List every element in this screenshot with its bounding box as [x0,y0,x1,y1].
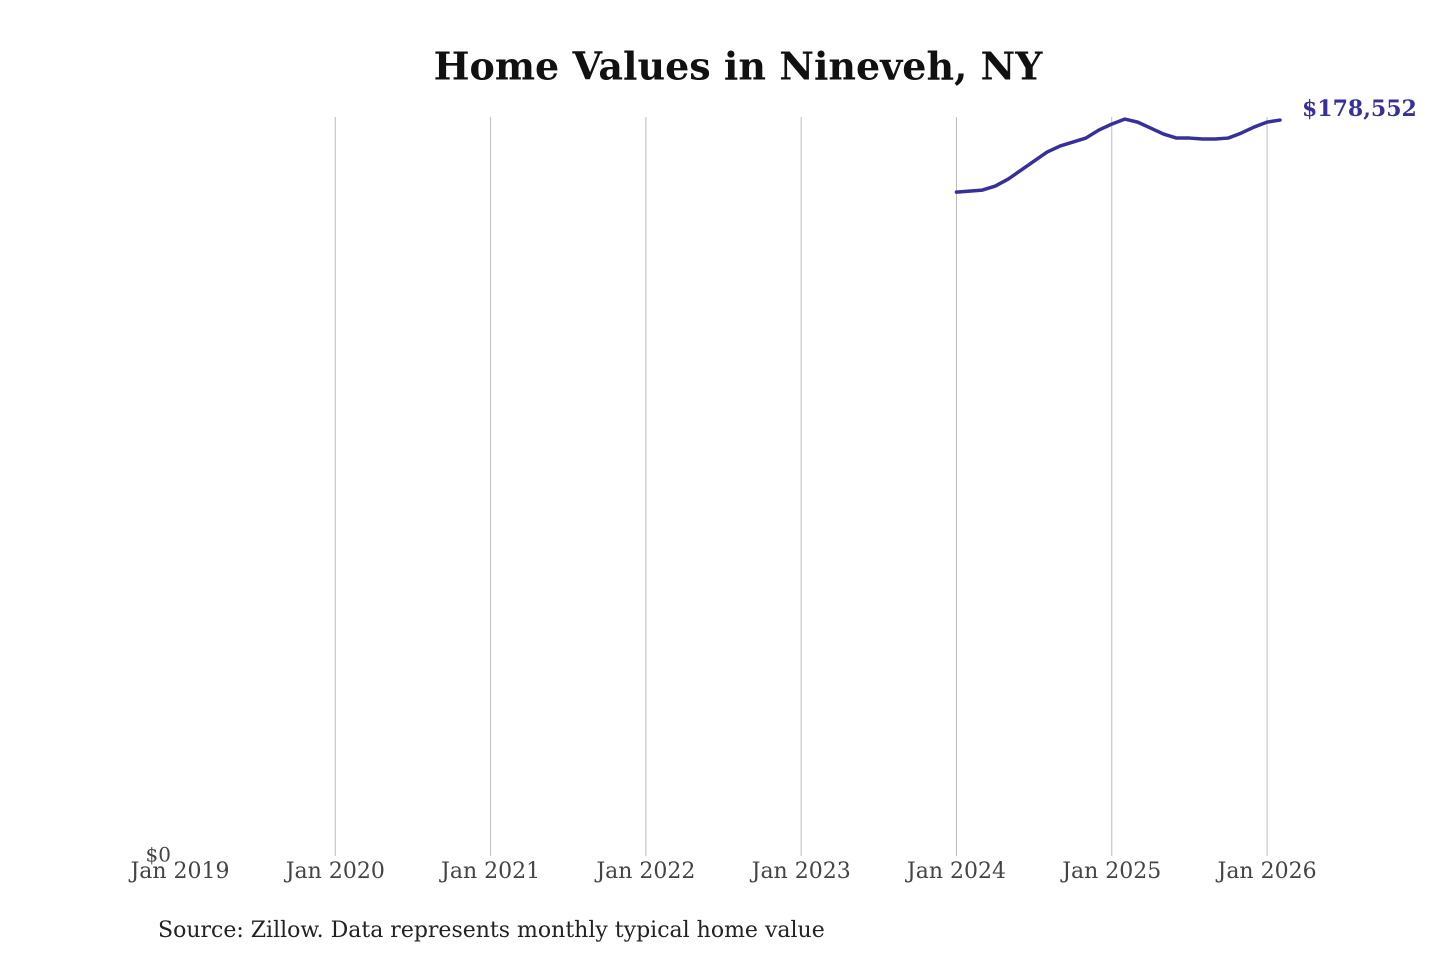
x-tick-label: Jan 2019 [128,859,229,884]
x-tick-label: Jan 2021 [439,859,540,884]
value-label: $178,552 [1302,96,1417,122]
chart-title: Home Values in Nineveh, NY [434,44,1044,89]
x-tick-label: Jan 2024 [905,859,1006,884]
x-tick-label: Jan 2025 [1060,859,1161,884]
x-tick-label: Jan 2022 [594,859,695,884]
x-tick-label: Jan 2023 [750,859,851,884]
line-series [954,117,1282,194]
y-tick-label: $0 [146,843,171,867]
x-tick-label: Jan 2026 [1216,859,1317,884]
x-tick-label: Jan 2020 [284,859,385,884]
source-note: Source: Zillow. Data represents monthly … [158,918,825,943]
